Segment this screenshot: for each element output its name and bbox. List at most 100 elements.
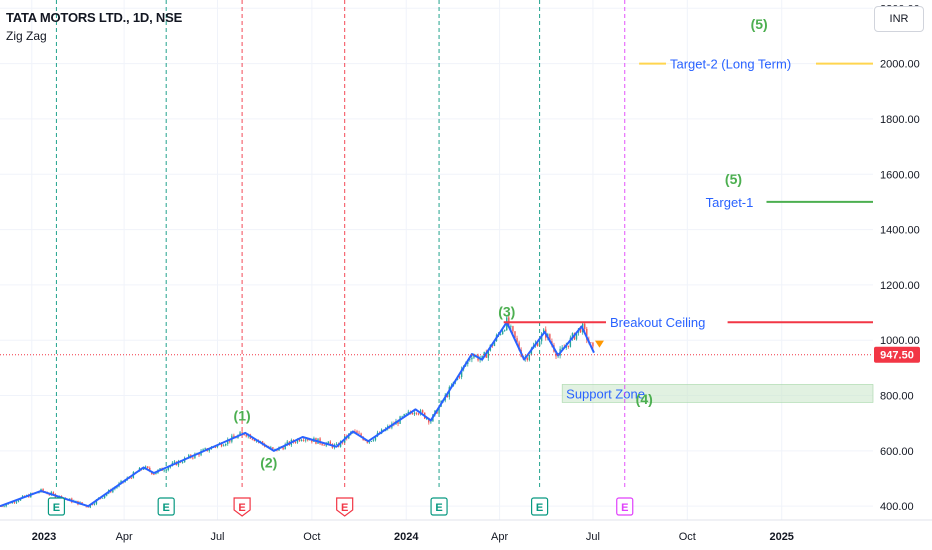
- candle-body: [93, 503, 96, 505]
- zigzag-line: [0, 321, 595, 508]
- candle-body: [516, 338, 518, 343]
- candle-body: [329, 441, 332, 444]
- earnings-badge: [336, 497, 354, 517]
- earnings-badge: [530, 497, 549, 516]
- level-label: Target-2 (Long Term): [670, 57, 791, 72]
- candle-body: [15, 501, 18, 503]
- candle-body: [167, 467, 169, 471]
- candle-body: [360, 433, 362, 437]
- wave-label: (4): [636, 391, 653, 407]
- symbol-title[interactable]: TATA MOTORS LTD., 1D, NSE: [6, 10, 183, 25]
- candle-body: [153, 473, 155, 475]
- candle-body: [302, 440, 305, 441]
- candle-body: [567, 345, 570, 347]
- candle-body: [499, 334, 502, 336]
- candle-body: [309, 439, 311, 441]
- x-tick-label: Oct: [679, 531, 696, 543]
- candle-body: [514, 331, 516, 339]
- candle-body: [469, 359, 471, 361]
- y-tick-label: 1000.00: [880, 335, 920, 347]
- x-tick-label: Jul: [210, 531, 224, 543]
- candle-body: [311, 439, 313, 442]
- candle-body: [69, 498, 71, 500]
- candle-body: [493, 341, 496, 347]
- candle-body: [323, 444, 325, 446]
- candle-body: [421, 410, 424, 413]
- candle-body: [245, 434, 247, 437]
- candle-body: [415, 412, 418, 414]
- candle-body: [487, 350, 490, 358]
- candle-body: [575, 332, 578, 340]
- last-price-tag: [874, 346, 920, 363]
- candle-body: [417, 413, 420, 415]
- earnings-badge-label: E: [53, 502, 60, 514]
- candle-body: [460, 368, 463, 378]
- candle-body: [300, 440, 303, 442]
- candle-body: [101, 497, 104, 499]
- x-axis[interactable]: 2023 Apr Jul Oct 2024 Apr Jul Oct 2025: [0, 519, 932, 543]
- candle-body: [528, 354, 531, 360]
- candle-body: [105, 493, 108, 496]
- candle-body: [407, 411, 409, 414]
- x-tick-label: Apr: [491, 531, 508, 543]
- candle-body: [147, 466, 149, 468]
- candle-body: [224, 443, 227, 446]
- candle-body: [458, 376, 461, 378]
- y-tick-label: 600.00: [880, 446, 914, 458]
- earnings-badge: [233, 497, 251, 517]
- candle-body: [501, 330, 504, 335]
- candle-body: [1, 506, 3, 508]
- candle-body: [358, 432, 360, 434]
- candle-body: [305, 439, 307, 441]
- levels-layer: Breakout Ceiling Target-1 Target-2 (Long T…: [503, 57, 873, 330]
- y-axis[interactable]: 400.00 600.00 800.00 1000.00 1200.00 1400.00 1…: [874, 3, 920, 513]
- candle-body: [202, 449, 204, 451]
- x-tick-label: Oct: [303, 531, 320, 543]
- candle-body: [538, 341, 541, 347]
- wave-label: (5): [751, 16, 768, 32]
- candle-body: [483, 352, 485, 356]
- wave-label: (1): [234, 407, 251, 423]
- x-tick-label: 2024: [394, 531, 419, 543]
- candle-body: [294, 441, 297, 443]
- candle-body: [321, 443, 323, 445]
- candle-body: [239, 432, 241, 436]
- candle-body: [590, 342, 592, 344]
- candle-body: [198, 453, 200, 456]
- candle-body: [272, 447, 274, 449]
- chart-grid: [0, 0, 873, 520]
- candle-body: [579, 328, 582, 333]
- candle-body: [356, 431, 358, 433]
- wave-label: (3): [498, 304, 515, 320]
- x-tick-label: Apr: [116, 531, 133, 543]
- candle-body: [130, 477, 133, 479]
- earnings-badge-label: E: [163, 502, 170, 514]
- candle-body: [526, 358, 528, 360]
- indicator-label[interactable]: Zig Zag: [6, 29, 47, 43]
- x-tick-label: 2023: [32, 531, 56, 543]
- candle-body: [372, 440, 375, 442]
- candle-body: [284, 444, 286, 450]
- candle-body: [471, 357, 473, 360]
- candle-body: [13, 501, 16, 503]
- candle-body: [270, 447, 272, 449]
- candle-body: [227, 439, 229, 444]
- candle-body: [473, 356, 475, 358]
- candle-body: [165, 470, 167, 471]
- level-label: Breakout Ceiling: [610, 315, 705, 330]
- candle-body: [282, 447, 284, 450]
- candle-body: [298, 438, 301, 442]
- candle-body: [561, 347, 563, 349]
- candle-body: [42, 488, 44, 492]
- candle-body: [401, 416, 403, 418]
- currency-button[interactable]: INR: [874, 6, 924, 32]
- candle-body: [214, 447, 217, 448]
- candle-body: [181, 462, 184, 464]
- candle-body: [3, 506, 5, 508]
- earnings-lines: [55, 0, 626, 488]
- earnings-badge: [47, 497, 66, 516]
- candle-body: [155, 472, 157, 475]
- candle-body: [173, 461, 176, 463]
